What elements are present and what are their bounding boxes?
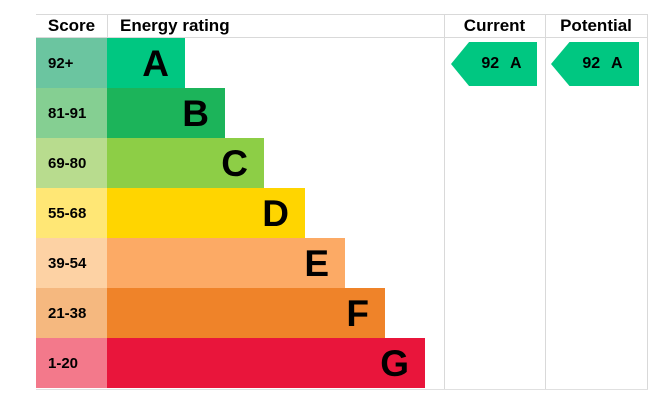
score-range-label: 39-54 [48,254,87,272]
current-rating-badge: 92 A [451,42,537,86]
header-potential: Potential [560,16,632,35]
band-row-c: 69-80 C [36,138,425,188]
band-bar-b: B [107,88,225,138]
band-bar-c: C [107,138,264,188]
band-row-g: 1-20 G [36,338,425,388]
score-range-b: 81-91 [36,88,107,138]
score-range-c: 69-80 [36,138,107,188]
band-letter: F [346,292,369,334]
band-bar-g: G [107,338,425,388]
score-range-label: 92+ [48,54,74,72]
potential-rating-badge: 92 A [551,42,639,86]
score-range-label: 69-80 [48,154,87,172]
band-row-e: 39-54 E [36,238,425,288]
band-letter: A [142,42,169,84]
score-range-g: 1-20 [36,338,107,388]
band-row-b: 81-91 B [36,88,425,138]
band-rows: 92+ A 81-91 B 69-80 C 55-68 D 39-54 E 21… [36,38,425,388]
column-divider-right-edge [647,14,648,390]
table-bottom-border [36,389,648,390]
band-bar-e: E [107,238,345,288]
score-range-d: 55-68 [36,188,107,238]
score-range-label: 81-91 [48,104,87,122]
current-rating-value: 92 A [481,55,522,72]
column-divider-current-left [444,14,445,390]
band-letter: C [221,142,248,184]
band-letter: D [262,192,289,234]
band-bar-f: F [107,288,385,338]
band-letter: G [380,342,409,384]
chart-header: Score Energy rating Current Potential [36,14,647,38]
band-bar-a: A [107,38,185,88]
potential-rating-value: 92 A [582,55,623,72]
score-range-label: 1-20 [48,354,79,372]
score-range-a: 92+ [36,38,107,88]
score-range-f: 21-38 [36,288,107,338]
column-divider-potential-left [545,14,546,390]
header-current: Current [463,16,526,35]
header-energy-rating: Energy rating [107,15,444,37]
score-range-label: 55-68 [48,204,87,222]
band-letter: B [182,92,209,134]
band-letter: E [304,242,329,284]
band-bar-d: D [107,188,305,238]
band-row-a: 92+ A [36,38,425,88]
header-score: Score [47,16,96,35]
score-range-e: 39-54 [36,238,107,288]
score-range-label: 21-38 [48,304,87,322]
band-row-f: 21-38 F [36,288,425,338]
band-row-d: 55-68 D [36,188,425,238]
